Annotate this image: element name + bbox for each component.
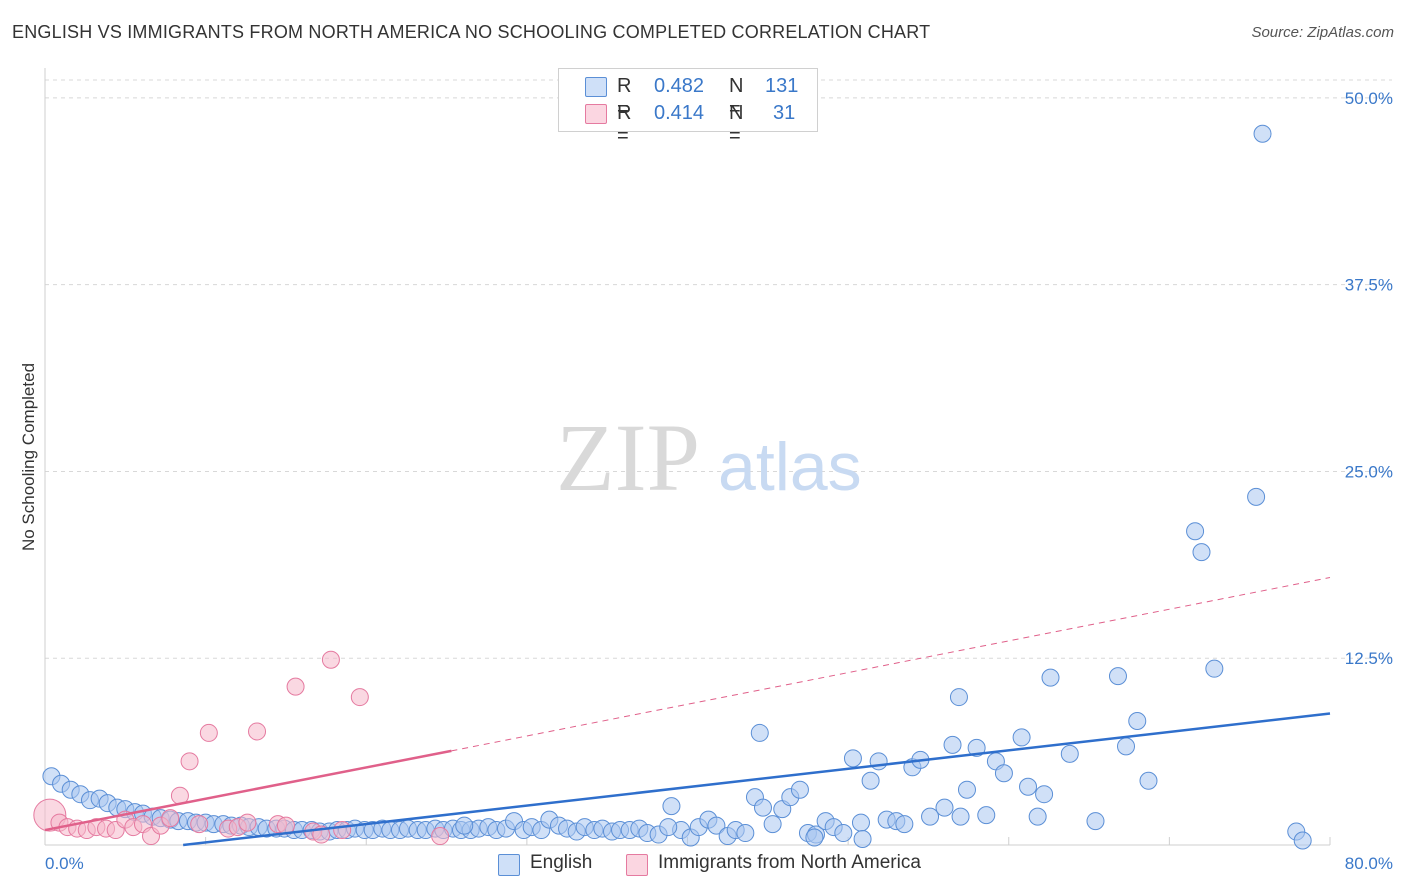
legend-n-value: 31	[773, 102, 796, 124]
english-point	[977, 806, 996, 825]
immigrants-point	[238, 813, 257, 832]
legend-swatch-immigrants	[585, 104, 607, 124]
english-point	[1186, 522, 1205, 541]
english-point	[951, 807, 970, 826]
legend-swatch-english	[498, 854, 520, 876]
english-point	[853, 830, 872, 849]
english-point	[805, 828, 824, 847]
x-tick-label-0: 0.0%	[45, 854, 84, 873]
english-point	[1247, 487, 1266, 506]
english-point	[1019, 777, 1038, 796]
english-point	[1041, 668, 1060, 687]
english-point	[1192, 543, 1211, 562]
english-point	[994, 764, 1013, 783]
english-point	[869, 752, 888, 771]
english-point	[843, 749, 862, 768]
immigrants-point	[431, 827, 450, 846]
legend-r-label: R =	[617, 75, 632, 120]
english-point	[921, 807, 940, 826]
english-point	[834, 824, 853, 843]
english-point	[861, 771, 880, 790]
grid-lines	[45, 79, 1392, 659]
english-point	[736, 824, 755, 843]
english-point	[943, 735, 962, 754]
legend-r-value: 0.482	[654, 75, 705, 97]
watermark-zip: ZIP	[556, 404, 700, 511]
english-point	[895, 815, 914, 834]
y-tick-labels: 12.5% 25.0% 37.5% 50.0%	[1345, 89, 1393, 668]
english-point	[1028, 807, 1047, 826]
english-point	[753, 798, 772, 817]
english-point	[935, 798, 954, 817]
immigrants-trend-line	[44, 749, 452, 832]
immigrants-points	[33, 650, 450, 846]
stats-legend: R = 0.482 N = 131 R = 0.414 N = 31	[558, 68, 818, 147]
legend-label-immigrants: Immigrants from North America	[658, 852, 921, 873]
y-tick-label: 50.0%	[1345, 89, 1393, 108]
english-point	[967, 738, 986, 757]
legend-r-value: 0.414	[654, 102, 705, 124]
english-point	[707, 816, 726, 835]
english-point	[1117, 737, 1136, 756]
english-point	[1108, 667, 1127, 686]
english-point	[455, 816, 474, 835]
watermark-atlas: atlas	[718, 429, 862, 505]
legend-n-value: 131	[765, 75, 799, 97]
english-point	[662, 797, 681, 816]
immigrants-point	[248, 722, 267, 741]
trend-lines	[44, 577, 1331, 847]
y-tick-label: 37.5%	[1345, 276, 1393, 295]
english-point	[659, 818, 678, 837]
english-point	[790, 780, 809, 799]
english-point	[957, 780, 976, 799]
immigrants-point	[286, 677, 305, 696]
legend-swatch-english	[585, 77, 607, 97]
x-tick-label-1: 80.0%	[1345, 854, 1393, 873]
english-point	[1128, 711, 1147, 730]
english-point	[1293, 831, 1312, 850]
y-tick-label: 12.5%	[1345, 649, 1393, 668]
immigrants-point	[321, 650, 340, 669]
english-point	[851, 813, 870, 832]
chart-title: ENGLISH VS IMMIGRANTS FROM NORTH AMERICA…	[12, 22, 931, 42]
english-point	[1086, 812, 1105, 831]
y-tick-label: 25.0%	[1345, 462, 1393, 481]
english-point	[750, 723, 769, 742]
immigrants-point	[333, 821, 352, 840]
legend-n-label: N =	[729, 102, 744, 147]
english-point	[763, 815, 782, 834]
immigrants-point	[180, 752, 199, 771]
english-point	[1139, 771, 1158, 790]
immigrants-trend-extension	[451, 577, 1331, 752]
english-point	[1012, 728, 1031, 747]
immigrants-point	[350, 688, 369, 707]
english-point	[1035, 785, 1054, 804]
legend-n-label: N =	[729, 75, 744, 120]
english-point	[1205, 659, 1224, 678]
english-point	[1253, 124, 1272, 143]
immigrants-point	[161, 809, 180, 828]
english-trend-line	[182, 712, 1331, 847]
source-label: Source: ZipAtlas.com	[1251, 24, 1394, 41]
immigrants-point	[190, 815, 209, 834]
y-axis-label: No Schooling Completed	[19, 363, 38, 551]
legend-r-label: R =	[617, 102, 632, 147]
legend-swatch-immigrants	[626, 854, 648, 876]
english-point	[1060, 744, 1079, 763]
english-point	[949, 688, 968, 707]
watermark: ZIP atlas	[556, 404, 862, 511]
legend-label-english: English	[530, 852, 593, 873]
immigrants-point	[199, 723, 218, 742]
